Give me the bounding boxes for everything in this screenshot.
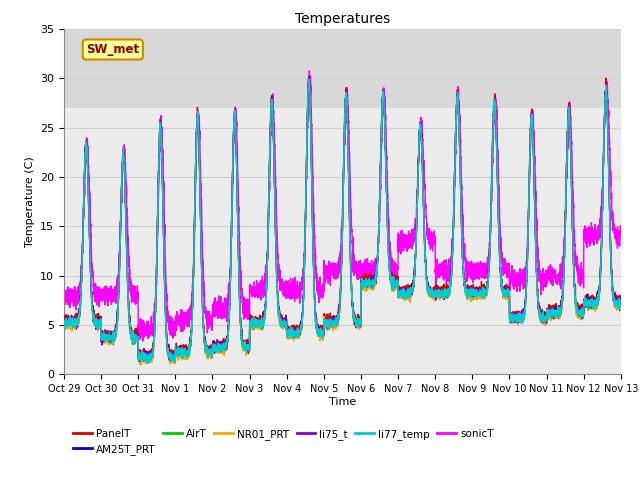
Legend: PanelT, AM25T_PRT, AirT, NR01_PRT, li75_t, li77_temp, sonicT: PanelT, AM25T_PRT, AirT, NR01_PRT, li75_…: [69, 424, 498, 459]
Bar: [64, 29, 621, 108]
Y-axis label: Temperature (C): Temperature (C): [24, 156, 35, 247]
Text: SW_met: SW_met: [86, 43, 140, 56]
Title: Temperatures: Temperatures: [295, 12, 390, 26]
X-axis label: Time: Time: [329, 397, 356, 407]
